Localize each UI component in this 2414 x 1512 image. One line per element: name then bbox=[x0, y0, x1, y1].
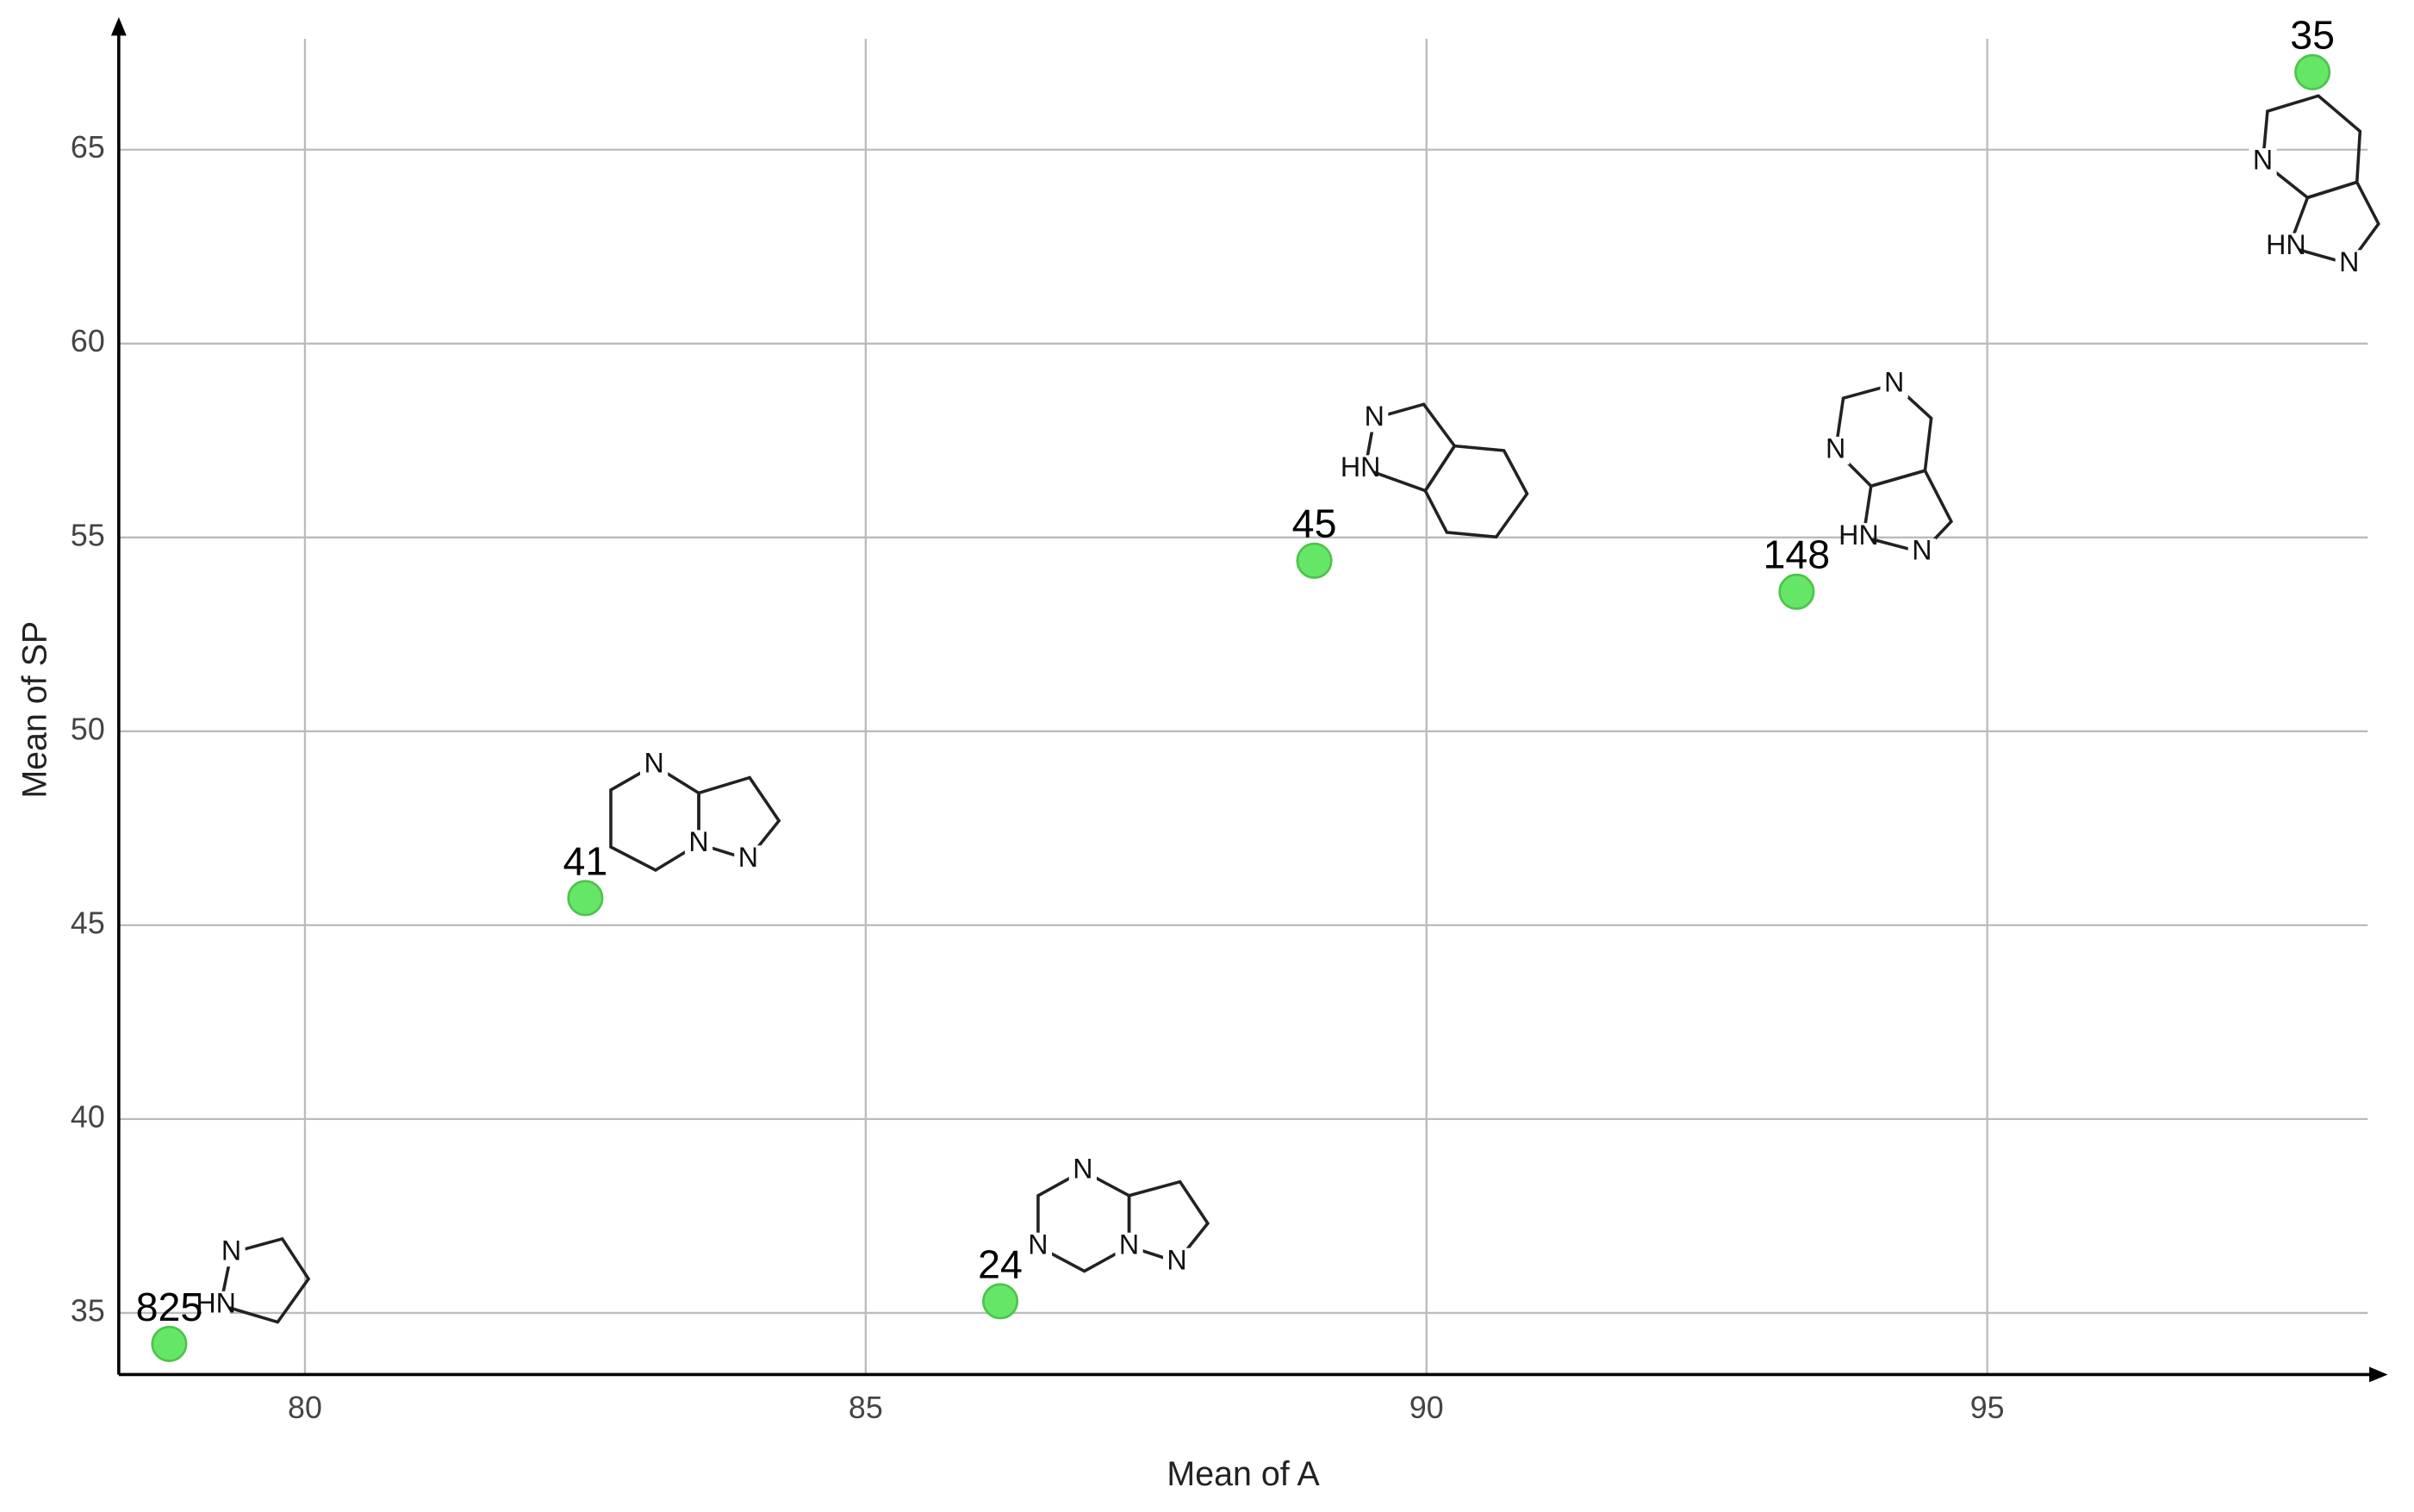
y-tick-label: 35 bbox=[71, 1293, 105, 1328]
point bbox=[2294, 53, 2331, 90]
x-tick-label: 95 bbox=[1970, 1391, 2005, 1425]
atom-bg bbox=[1115, 1232, 1143, 1260]
structure: N N N HN bbox=[1821, 367, 1954, 567]
atom-label: HN bbox=[1838, 520, 1879, 551]
atom-bg bbox=[1162, 1248, 1191, 1276]
x-axis-arrow bbox=[2369, 1366, 2388, 1383]
point-label: 148 bbox=[1764, 532, 1831, 577]
atom-bg bbox=[1880, 370, 1908, 399]
point-label: 45 bbox=[1292, 501, 1337, 546]
structure-bond bbox=[1833, 383, 1933, 488]
structure-bond bbox=[2286, 180, 2380, 266]
atom-bg bbox=[202, 1291, 230, 1320]
x-tick-label: 80 bbox=[288, 1391, 322, 1425]
atom-label: N bbox=[1167, 1244, 1186, 1275]
atom-bg bbox=[1068, 1157, 1097, 1185]
x-tick-label: 90 bbox=[1409, 1391, 1444, 1425]
atom-bg bbox=[1907, 538, 1936, 567]
atom-bg bbox=[217, 1238, 246, 1267]
atom-bg bbox=[684, 830, 713, 858]
structure: NN N N bbox=[1023, 1154, 1210, 1276]
point-label: 825 bbox=[136, 1285, 203, 1329]
atom-label: N bbox=[1073, 1154, 1092, 1185]
point-label: 35 bbox=[2290, 13, 2335, 58]
atom-label: N bbox=[1912, 535, 1932, 566]
x-axis-title: Mean of A bbox=[1167, 1455, 1320, 1493]
structure-bond bbox=[1423, 444, 1529, 539]
x-tick-label: 85 bbox=[849, 1391, 883, 1425]
point-label: 41 bbox=[563, 838, 608, 883]
atom-label: N bbox=[688, 826, 708, 857]
atom-label: HN bbox=[196, 1287, 236, 1318]
grid: 80 85 90 95 35 40 45 50 55 60 65 bbox=[71, 38, 2368, 1425]
point-label: 24 bbox=[978, 1241, 1023, 1286]
y-tick-label: 50 bbox=[71, 712, 105, 746]
atom-bg bbox=[1347, 455, 1375, 483]
point bbox=[1778, 573, 1815, 610]
atom-bg bbox=[1845, 523, 1873, 551]
point bbox=[1296, 542, 1333, 579]
atom-label: N bbox=[1365, 401, 1384, 432]
atom-bg bbox=[734, 845, 762, 874]
atom-label: N bbox=[2253, 145, 2273, 176]
structure: N HN bbox=[196, 1235, 311, 1324]
atom-bg bbox=[2335, 250, 2363, 278]
point bbox=[567, 880, 604, 917]
atom-label: N bbox=[2339, 246, 2359, 277]
atom-label: N bbox=[1119, 1229, 1139, 1260]
atom-bg bbox=[2272, 233, 2300, 261]
atom-label: N bbox=[1884, 367, 1904, 398]
structure: N HN bbox=[1341, 401, 1529, 539]
y-axis-arrow bbox=[110, 16, 127, 36]
structure: N HN N bbox=[2249, 94, 2380, 278]
atom-label: N bbox=[1028, 1229, 1048, 1260]
atom-label: N bbox=[738, 842, 758, 873]
y-tick-label: 40 bbox=[71, 1099, 105, 1134]
y-tick-label: 55 bbox=[71, 518, 105, 552]
atom-bg bbox=[1360, 404, 1389, 432]
y-tick-label: 65 bbox=[71, 130, 105, 165]
atom-label: N bbox=[1826, 433, 1845, 464]
point bbox=[982, 1283, 1019, 1320]
structure-bond bbox=[1861, 469, 1954, 555]
point bbox=[151, 1325, 188, 1362]
structure-bond bbox=[2261, 94, 2362, 200]
y-tick-label: 45 bbox=[71, 905, 105, 940]
atom-label: HN bbox=[1341, 451, 1381, 482]
atom-bg bbox=[640, 751, 669, 780]
atom-label: N bbox=[221, 1235, 241, 1266]
atom-bg bbox=[2249, 148, 2277, 177]
atom-label: HN bbox=[2266, 229, 2306, 260]
atom-label: N bbox=[644, 748, 663, 779]
structure: NN N bbox=[609, 748, 781, 874]
atom-bg bbox=[1821, 436, 1850, 465]
atom-bg bbox=[1023, 1232, 1053, 1260]
y-tick-label: 60 bbox=[71, 324, 105, 358]
y-axis-title: Mean of SP bbox=[16, 621, 53, 799]
points: 825 41 24 45 148 35 bbox=[136, 13, 2335, 1362]
